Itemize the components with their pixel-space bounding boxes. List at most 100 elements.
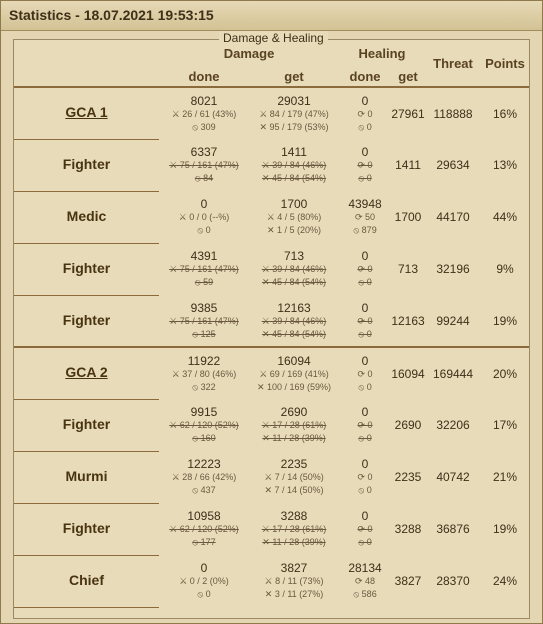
healing-done-overheal: ⦸ 0 [358,121,372,132]
threat-value: 99244 [436,313,470,328]
damage-done-value: 0 [200,561,208,575]
participant-name[interactable]: GCA 1 [65,104,108,121]
healing-done-cell: 0 ⟳ 0 ⦸ 0 [339,295,391,347]
damage-get-misses: ✕ 100 / 169 (59%) [256,381,332,392]
damage-get-misses: ✕ 11 / 28 (39%) [262,537,326,547]
header-damage: Damage [223,45,275,61]
damage-get-cell: 1411 ⚔ 39 / 84 (46%) ✕ 45 / 84 (54%) [249,139,339,191]
threat-value: 32196 [436,262,470,276]
damage-done-blocked: ⦸ 0 [197,589,211,599]
damage-done-value: 9915 [190,405,218,419]
threat-value: 28370 [436,574,470,588]
points-value: 19% [493,313,518,328]
threat-value: 40742 [436,470,470,484]
healing-get-value: 3827 [394,574,422,588]
damage-done-hits: ⚔ 75 / 161 (47%) [169,160,239,170]
damage-done-cell: 9915 ⚔ 62 / 120 (52%) ⦸ 160 [159,399,249,451]
points-value: 9% [496,262,514,276]
damage-get-cell: 3288 ⚔ 17 / 28 (61%) ✕ 11 / 28 (39%) [249,503,339,555]
healing-done-casts: ⟳ 0 [357,524,373,534]
points-value: 19% [493,522,518,536]
points-value: 17% [493,418,518,432]
healing-done-casts: ⟳ 0 [357,264,373,274]
points-value: 16% [481,86,530,139]
damage-done-blocked: ⦸ 160 [192,433,216,443]
threat-value: 29634 [436,158,470,172]
damage-done-value: 4391 [190,249,218,263]
damage-get-value: 3288 [280,509,308,523]
healing-done-value: 0 [361,145,369,159]
healing-get-value: 27961 [391,86,426,139]
healing-done-value: 0 [361,457,369,471]
damage-done-value: 12223 [187,457,221,471]
header-healing: Healing [358,45,406,61]
damage-get-cell: 2690 ⚔ 17 / 28 (61%) ✕ 11 / 28 (39%) [249,399,339,451]
healing-done-cell: 0 ⟳ 0 ⦸ 0 [339,451,391,503]
table-row: Fighter 4391 ⚔ 75 / 161 (47%) ⦸ 59 713 ⚔ 39 /… [14,243,529,296]
healing-done-cell: 0 ⟳ 0 ⦸ 0 [339,346,392,399]
table-row: Fighter 6337 ⚔ 75 / 161 (47%) ⦸ 84 1411 ⚔ 39 … [14,139,529,192]
healing-done-casts: ⟳ 0 [357,108,373,119]
damage-get-hits: ⚔ 84 / 179 (47%) [259,108,329,119]
table-row: Fighter 9385 ⚔ 75 / 161 (47%) ⦸ 125 12163 ⚔ 3… [14,295,529,348]
points-value: 21% [493,470,518,484]
healing-done-cell: 0 ⟳ 0 ⦸ 0 [339,503,391,555]
damage-done-hits: ⚔ 75 / 161 (47%) [169,315,239,326]
participant-name: Fighter [62,520,111,536]
damage-get-value: 16094 [277,353,311,368]
damage-done-value: 8021 [190,93,218,108]
damage-done-value: 6337 [190,145,218,159]
participant-name: Medic [66,208,107,224]
healing-get-value: 1411 [395,158,421,172]
damage-get-value: 2690 [280,405,308,419]
damage-done-cell: 10958 ⚔ 62 / 120 (52%) ⦸ 177 [159,503,249,555]
damage-done-cell: 12223 ⚔ 28 / 66 (42%) ⦸ 437 [159,451,249,503]
damage-get-value: 2235 [280,457,308,471]
healing-done-overheal: ⦸ 0 [358,173,372,183]
healing-get-value: 12163 [391,313,425,328]
damage-get-value: 713 [283,249,305,263]
damage-get-hits: ⚔ 8 / 11 (73%) [264,576,324,586]
damage-get-misses: ✕ 45 / 84 (54%) [261,328,327,339]
damage-get-value: 3827 [280,561,308,575]
table-row: Chief 0 ⚔ 0 / 2 (0%) ⦸ 0 3827 ⚔ 8 / 11 (73%) ✕… [14,555,529,608]
threat-value: 36876 [436,522,470,536]
damage-done-blocked: ⦸ 322 [192,381,216,392]
damage-done-blocked: ⦸ 59 [194,277,214,287]
damage-done-value: 0 [200,197,208,211]
damage-get-misses: ✕ 1 / 5 (20%) [266,225,322,235]
participant-name: Fighter [62,260,111,276]
healing-done-overheal: ⦸ 0 [358,381,372,392]
healing-get-value: 3288 [394,522,422,536]
table-row: Murmi 12223 ⚔ 28 / 66 (42%) ⦸ 437 2235 ⚔ 7 / … [14,451,529,504]
damage-done-hits: ⚔ 75 / 161 (47%) [169,264,239,274]
table-row: Fighter 9915 ⚔ 62 / 120 (52%) ⦸ 160 2690 ⚔ 17… [14,399,529,452]
damage-get-hits: ⚔ 4 / 5 (80%) [266,212,322,222]
damage-done-hits: ⚔ 37 / 80 (46%) [171,368,237,379]
damage-done-hits: ⚔ 28 / 66 (42%) [171,472,237,482]
points-value: 20% [481,346,530,399]
damage-done-value: 10958 [187,509,221,523]
points-value: 44% [493,210,518,224]
damage-get-cell: 713 ⚔ 39 / 84 (46%) ✕ 45 / 84 (54%) [249,243,339,295]
damage-done-value: 9385 [190,300,218,315]
damage-get-cell: 3827 ⚔ 8 / 11 (73%) ✕ 3 / 11 (27%) [249,555,339,607]
damage-get-hits: ⚔ 39 / 84 (46%) [261,160,327,170]
participant-name[interactable]: GCA 2 [65,364,108,381]
damage-done-cell: 0 ⚔ 0 / 2 (0%) ⦸ 0 [159,555,249,607]
damage-healing-panel: Damage & Healing Damage Healing Threat P… [13,31,530,619]
healing-done-value: 0 [361,93,369,108]
healing-done-value: 28134 [348,561,382,575]
healing-done-overheal: ⦸ 0 [358,328,372,339]
healing-done-casts: ⟳ 0 [357,368,373,379]
table-row: GCA 1 8021 ⚔ 26 / 61 (43%) ⦸ 309 29031 ⚔ 84 /… [14,86,530,140]
healing-done-cell: 28134 ⟳ 48 ⦸ 586 [339,555,391,607]
healing-done-cell: 0 ⟳ 0 ⦸ 0 [339,243,391,295]
points-value: 24% [493,574,518,588]
threat-value: 32206 [436,418,470,432]
panel-legend: Damage & Healing [219,31,328,45]
healing-done-cell: 0 ⟳ 0 ⦸ 0 [339,399,391,451]
participant-name: Murmi [65,468,108,484]
damage-get-value: 29031 [277,93,311,108]
